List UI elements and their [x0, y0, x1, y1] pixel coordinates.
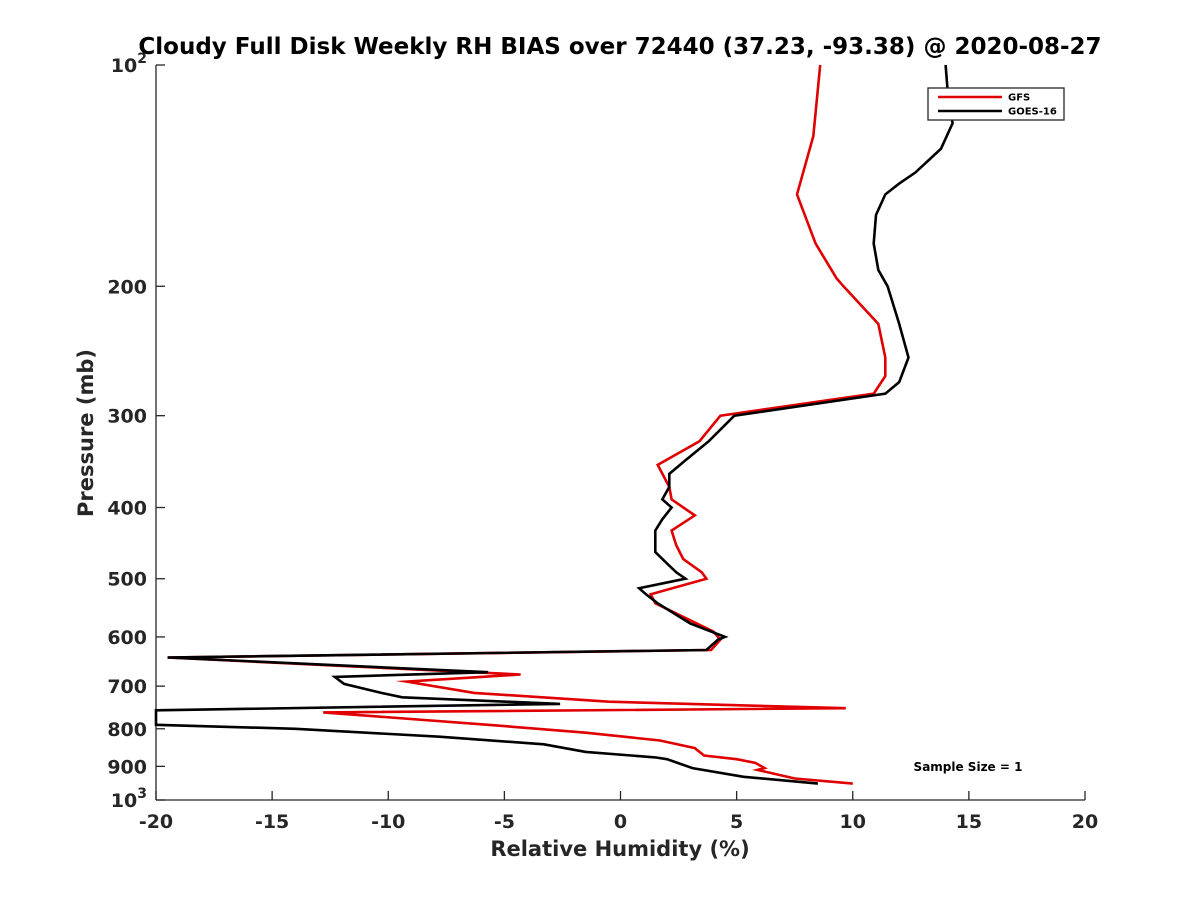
x-tick-label: 20 [1072, 811, 1098, 833]
y-tick-label: 600 [107, 627, 147, 649]
y-tick-label: 800 [107, 719, 147, 741]
x-tick-label: 10 [840, 811, 866, 833]
y-tick-label: 200 [107, 276, 147, 298]
y-tick-label: 400 [107, 498, 147, 520]
x-tick-label: -5 [494, 811, 515, 833]
sample-size-annotation: Sample Size = 1 [914, 760, 1023, 774]
legend-label: GFS [1008, 93, 1030, 104]
x-tick-label: -15 [255, 811, 289, 833]
x-tick-label: 15 [956, 811, 982, 833]
series-line-gfs [167, 64, 887, 785]
x-axis-label: Relative Humidity (%) [490, 837, 749, 861]
y-axis-label: Pressure (mb) [74, 349, 98, 517]
legend: GFS GOES-16 [927, 87, 1065, 121]
y-tick-label: 300 [107, 406, 147, 428]
x-tick-label: -20 [139, 811, 173, 833]
x-tick-label: 5 [730, 811, 743, 833]
y-tick-label: 700 [107, 676, 147, 698]
y-tick-label: 500 [107, 569, 147, 591]
y-tick-label: 103 [111, 786, 147, 812]
legend-label: GOES-16 [1008, 107, 1057, 118]
x-tick-label: -10 [371, 811, 405, 833]
x-tick-label: 0 [614, 811, 627, 833]
axes: -20 -15 -10 -5 0 5 10 15 20102200300400500600700… [107, 51, 1098, 833]
chart-title: Cloudy Full Disk Weekly RH BIAS over 724… [138, 34, 1101, 60]
series-line-goes-16 [154, 64, 954, 785]
legend-box [927, 87, 1065, 121]
series-layer [154, 64, 954, 785]
y-tick-label: 900 [107, 756, 147, 778]
